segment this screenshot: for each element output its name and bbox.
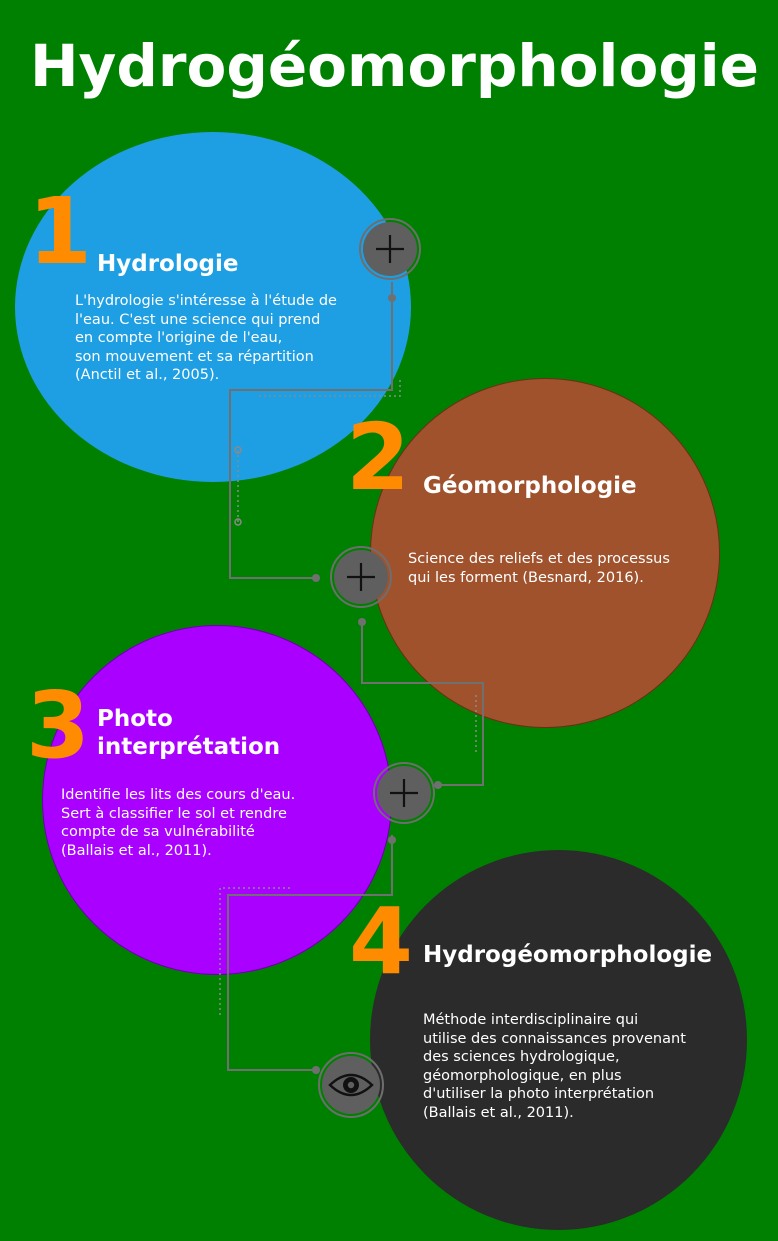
- step-2-circle: [370, 378, 720, 728]
- connector-dot: [312, 1066, 320, 1074]
- step-4-circle: [370, 850, 747, 1230]
- connector-node: [234, 518, 242, 526]
- step-2-text: Science des reliefs et des processus qui…: [408, 551, 670, 586]
- connector-dot: [388, 836, 396, 844]
- step-4-heading: Hydrogéomorphologie: [423, 942, 713, 968]
- eye-icon: [328, 1073, 374, 1097]
- step-1-circle: [15, 132, 411, 482]
- plus-icon: [347, 563, 375, 591]
- step-3-expand-button[interactable]: [373, 762, 435, 824]
- connector-2-3: [361, 622, 484, 786]
- plus-icon: [376, 235, 404, 263]
- plus-icon: [390, 779, 418, 807]
- step-2-number: 2: [346, 404, 411, 511]
- connector-node: [234, 446, 242, 454]
- step-1-expand-button[interactable]: [359, 218, 421, 280]
- connector-1-2: [229, 282, 393, 579]
- connector-dot: [388, 294, 396, 302]
- step-3-text: Identifie les lits des cours d'eau. Sert…: [61, 787, 296, 859]
- connector-dot: [434, 781, 442, 789]
- step-1-heading: Hydrologie: [97, 251, 239, 277]
- step-4-number: 4: [349, 888, 414, 995]
- step-1-number: 1: [28, 178, 93, 285]
- page-title: Hydrogéomorphologie: [30, 32, 760, 100]
- step-1-text: L'hydrologie s'intéresse à l'étude de l'…: [75, 293, 337, 383]
- connector-dot: [358, 618, 366, 626]
- step-2-expand-button[interactable]: [330, 546, 392, 608]
- connector-3-4: [227, 835, 393, 1071]
- step-4-view-button[interactable]: [318, 1052, 384, 1118]
- step-2-heading: Géomorphologie: [423, 473, 637, 499]
- connector-dot: [312, 574, 320, 582]
- step-3-number: 3: [26, 672, 91, 779]
- step-3-heading: Photo interprétation: [97, 706, 281, 760]
- step-4-text: Méthode interdisciplinaire qui utilise d…: [423, 1012, 686, 1121]
